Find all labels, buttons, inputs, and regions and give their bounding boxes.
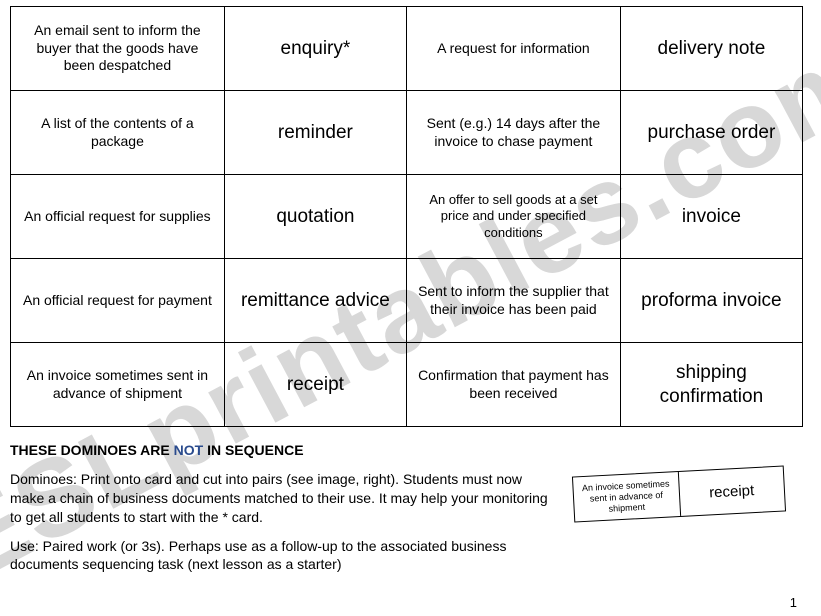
heading-not: NOT (174, 442, 204, 458)
example-domino-wrap: An invoice sometimes sent in advance of … (573, 441, 803, 517)
definition-cell: An offer to sell goods at a set price an… (406, 175, 620, 259)
term-cell: shipping confirmation (620, 343, 802, 427)
heading-pre: THESE DOMINOES ARE (10, 442, 170, 458)
definition-cell: Sent to inform the supplier that their i… (406, 259, 620, 343)
term-cell: purchase order (620, 91, 802, 175)
example-term: receipt (678, 467, 785, 517)
term-cell: delivery note (620, 7, 802, 91)
example-domino-card: An invoice sometimes sent in advance of … (572, 465, 786, 522)
term-cell: receipt (224, 343, 406, 427)
definition-cell: An official request for payment (11, 259, 225, 343)
term-cell: proforma invoice (620, 259, 802, 343)
term-cell: invoice (620, 175, 802, 259)
term-cell: quotation (224, 175, 406, 259)
definition-cell: A request for information (406, 7, 620, 91)
instructions-block: THESE DOMINOES ARE NOT IN SEQUENCE Domin… (10, 441, 555, 584)
table-row: A list of the contents of a package remi… (11, 91, 803, 175)
dominoes-table: An email sent to inform the buyer that t… (10, 6, 803, 427)
table-row: An email sent to inform the buyer that t… (11, 7, 803, 91)
example-definition: An invoice sometimes sent in advance of … (573, 472, 681, 522)
definition-cell: An email sent to inform the buyer that t… (11, 7, 225, 91)
instructions-para-2: Use: Paired work (or 3s). Perhaps use as… (10, 537, 555, 575)
heading-post: IN SEQUENCE (207, 442, 303, 458)
term-cell: reminder (224, 91, 406, 175)
page-number: 1 (790, 595, 797, 610)
term-cell: remittance advice (224, 259, 406, 343)
definition-cell: Confirmation that payment has been recei… (406, 343, 620, 427)
table-row: An official request for supplies quotati… (11, 175, 803, 259)
term-cell: enquiry* (224, 7, 406, 91)
table-row: An official request for payment remittan… (11, 259, 803, 343)
definition-cell: An official request for supplies (11, 175, 225, 259)
table-row: An invoice sometimes sent in advance of … (11, 343, 803, 427)
instructions-heading: THESE DOMINOES ARE NOT IN SEQUENCE (10, 441, 555, 460)
definition-cell: Sent (e.g.) 14 days after the invoice to… (406, 91, 620, 175)
instructions-para-1: Dominoes: Print onto card and cut into p… (10, 470, 555, 527)
definition-cell: A list of the contents of a package (11, 91, 225, 175)
definition-cell: An invoice sometimes sent in advance of … (11, 343, 225, 427)
